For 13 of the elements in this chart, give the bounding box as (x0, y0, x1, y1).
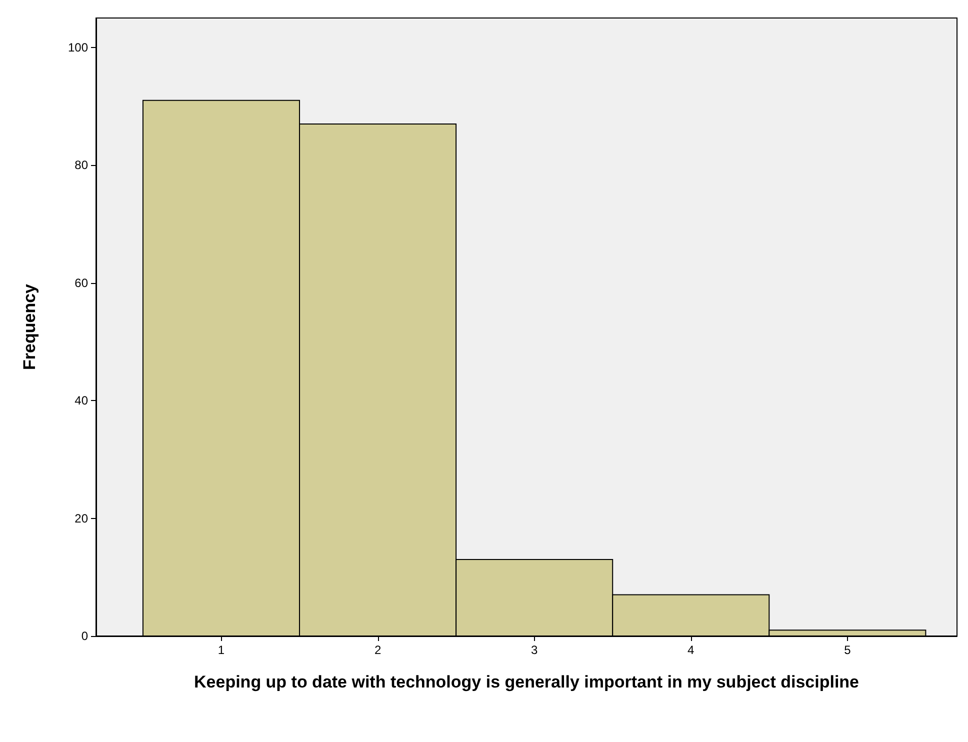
y-tick-label: 40 (74, 394, 88, 408)
x-tick-label: 5 (844, 643, 852, 657)
y-axis-title: Frequency (20, 283, 39, 370)
y-tick-label: 20 (74, 511, 88, 526)
x-axis-title: Keeping up to date with technology is generally important in my subject discipline (194, 672, 859, 692)
y-tick-label: 0 (81, 629, 88, 643)
y-tick-label: 60 (74, 276, 88, 290)
y-tick-label: 80 (74, 158, 88, 172)
x-tick-label: 2 (374, 643, 382, 657)
y-tick-label: 100 (68, 40, 88, 54)
x-tick-label: 1 (218, 643, 225, 657)
x-tick-label: 4 (688, 643, 695, 657)
x-tick-label: 3 (530, 643, 538, 657)
